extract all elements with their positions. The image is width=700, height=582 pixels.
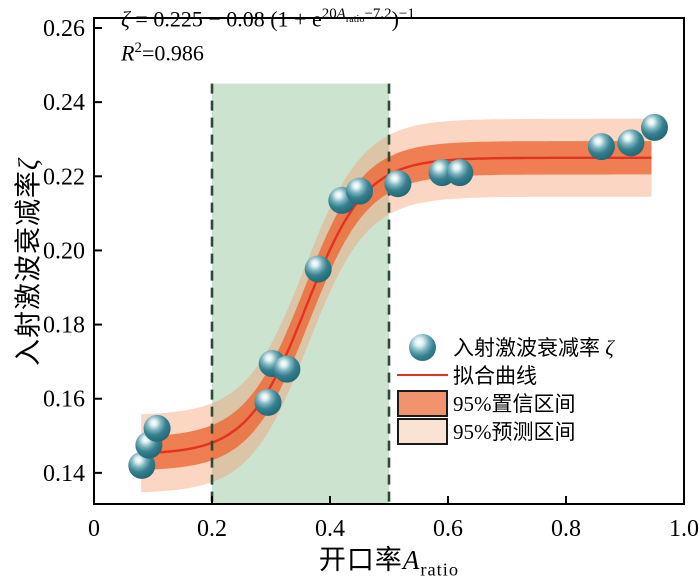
- legend-label-scatter: 入射激波衰减率 ζ: [453, 336, 614, 360]
- scatter-marker-icon: [409, 333, 436, 361]
- equation-close-paren: ): [391, 6, 399, 32]
- legend-item-confidence: 95%置信区间: [397, 389, 614, 417]
- data-point: [384, 170, 412, 198]
- scatter-points-layer: [128, 113, 668, 479]
- y-tick-label: 0.22: [43, 164, 85, 190]
- confidence-band-icon: [397, 389, 448, 417]
- x-tick-label: 0.6: [433, 516, 463, 542]
- x-tick-label: 0: [88, 516, 100, 542]
- equation-body: = 0.225 − 0.08 (1 + e: [129, 6, 322, 32]
- data-point: [346, 177, 373, 205]
- equation-outer-exponent: −1: [398, 6, 415, 22]
- y-tick-label: 0.18: [43, 313, 85, 339]
- y-axis-label: 入射激波衰减率ζ: [13, 158, 44, 366]
- tick-labels-layer: 0 0.2 0.4 0.6 0.8 1.0 0.14 0.16 0.18 0.20 0.22 0.24…: [43, 16, 699, 542]
- axes-frame-layer: [93, 17, 685, 505]
- legend-item-fit-line: 拟合曲线: [397, 361, 614, 389]
- x-axis-label: 开口率Aratio: [318, 545, 460, 580]
- y-tick-label: 0.26: [43, 16, 85, 42]
- x-tick-label: 0.2: [197, 516, 227, 542]
- equation-zeta: ζ: [121, 6, 130, 32]
- r-squared: R2=0.986: [121, 40, 204, 66]
- y-tick-label: 0.24: [43, 90, 85, 116]
- data-point: [254, 388, 282, 416]
- legend-item-prediction: 95%预测区间: [397, 417, 614, 445]
- data-point: [587, 133, 615, 161]
- y-tick-label: 0.14: [43, 461, 85, 487]
- data-point: [143, 414, 171, 442]
- y-tick-label: 0.16: [43, 387, 85, 413]
- region-dashed-borders-layer: [210, 83, 391, 504]
- legend-item-scatter: 入射激波衰减率 ζ: [397, 333, 614, 361]
- data-point: [446, 159, 474, 187]
- y-tick-label: 0.20: [43, 238, 85, 264]
- x-tick-label: 0.4: [315, 516, 345, 542]
- x-tick-label: 0.8: [551, 516, 581, 542]
- prediction-band-icon: [397, 417, 448, 445]
- legend: 入射激波衰减率 ζ 拟合曲线 95%置信区间 95%预测区间: [397, 333, 614, 445]
- plot-border: [93, 17, 685, 505]
- legend-label-confidence: 95%置信区间: [453, 392, 576, 416]
- data-point: [273, 355, 301, 383]
- x-tick-label: 1.0: [669, 516, 699, 542]
- equation-exponent: 20Aratio−7.2: [321, 6, 392, 25]
- data-point: [617, 129, 645, 157]
- fit-equation: ζ = 0.225 − 0.08 (1 + e20Aratio−7.2)−1: [121, 6, 415, 32]
- data-point: [128, 451, 156, 479]
- legend-label-prediction: 95%预测区间: [453, 420, 576, 444]
- legend-label-fit-line: 拟合曲线: [453, 364, 537, 388]
- fit-line-icon: [397, 374, 448, 376]
- data-point: [641, 113, 668, 141]
- data-point: [304, 255, 332, 283]
